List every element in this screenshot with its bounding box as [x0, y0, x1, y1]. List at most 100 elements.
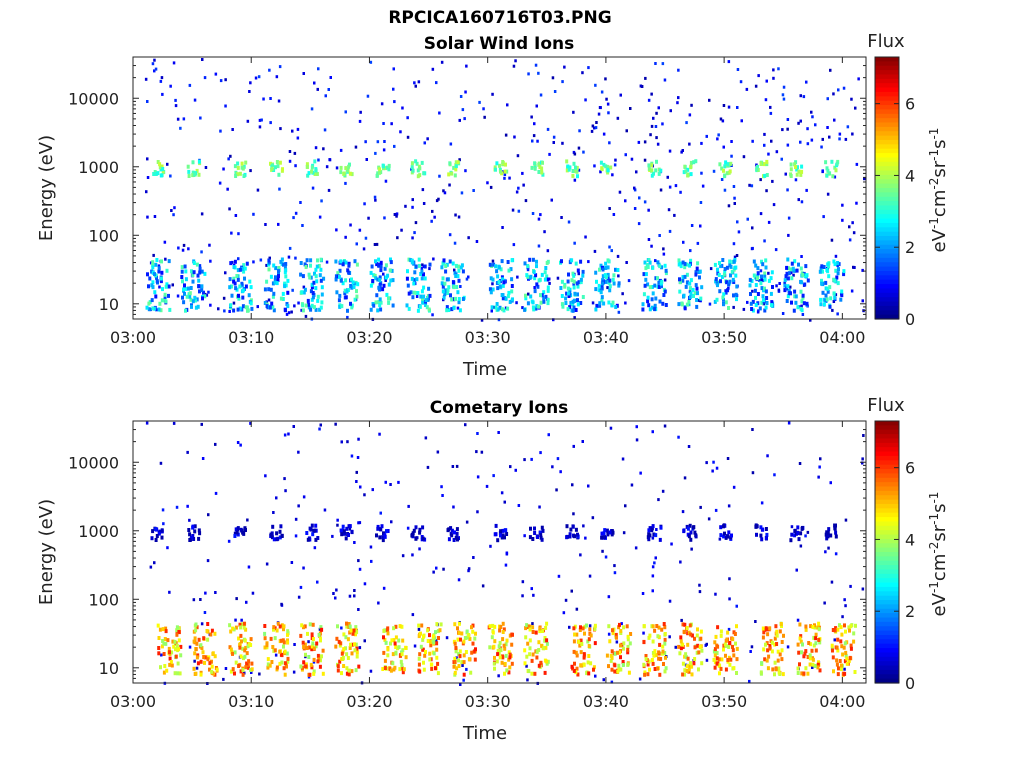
colorbar-segment	[875, 166, 899, 172]
heatmap-cell	[789, 291, 792, 296]
heatmap-cell	[571, 308, 575, 313]
heatmap-cell	[763, 173, 767, 178]
colorbar-segment	[875, 534, 899, 540]
heatmap-cell	[730, 269, 734, 274]
heatmap-cell	[682, 170, 686, 175]
heatmap-cell	[456, 626, 459, 631]
heatmap-cell	[457, 630, 461, 635]
heatmap-cell	[685, 262, 689, 267]
heatmap-cell	[442, 258, 446, 263]
heatmap-cell	[156, 171, 160, 176]
heatmap-cell	[641, 307, 645, 312]
heatmap-cell	[411, 295, 415, 300]
noise-cell	[758, 279, 761, 282]
heatmap-cell	[454, 274, 458, 278]
noise-cell	[777, 288, 781, 292]
heatmap-cell	[731, 644, 734, 649]
heatmap-cell	[457, 278, 461, 283]
heatmap-cell	[322, 276, 326, 281]
noise-cell	[451, 465, 455, 468]
heatmap-cell	[187, 286, 190, 291]
heatmap-cell	[173, 639, 177, 644]
heatmap-cell	[843, 641, 847, 646]
heatmap-cell	[170, 650, 174, 655]
heatmap-cell	[491, 630, 495, 635]
heatmap-cell	[678, 651, 682, 656]
noise-cell	[357, 559, 360, 563]
heatmap-cell	[310, 297, 314, 302]
heatmap-cell	[533, 166, 537, 171]
noise-cell	[629, 107, 632, 110]
heatmap-cell	[461, 269, 465, 274]
heatmap-cell	[700, 661, 704, 666]
heatmap-cell	[601, 274, 605, 279]
noise-cell	[778, 282, 781, 285]
heatmap-cell	[452, 664, 456, 669]
heatmap-cell	[382, 635, 385, 640]
noise-cell	[841, 218, 844, 222]
heatmap-cell	[523, 648, 527, 653]
noise-cell	[624, 153, 627, 157]
heatmap-cell	[345, 621, 348, 626]
heatmap-cell	[545, 659, 549, 664]
heatmap-cell	[717, 657, 721, 662]
heatmap-cell	[581, 273, 585, 278]
heatmap-cell	[593, 641, 597, 646]
heatmap-cell	[420, 623, 424, 628]
heatmap-cell	[689, 172, 693, 177]
heatmap-cell	[151, 260, 155, 265]
heatmap-cell	[343, 531, 346, 536]
noise-cell	[717, 133, 720, 137]
heatmap-cell	[617, 667, 621, 672]
heatmap-cell	[424, 650, 427, 654]
heatmap-cell	[175, 632, 179, 637]
heatmap-cell	[524, 626, 528, 631]
heatmap-cell	[241, 668, 245, 672]
heatmap-cell	[162, 652, 166, 656]
heatmap-cell	[844, 629, 847, 634]
heatmap-cell	[167, 293, 170, 298]
noise-cell	[571, 483, 574, 487]
noise-cell	[411, 553, 414, 557]
heatmap-cell	[609, 653, 613, 658]
noise-cell	[443, 191, 447, 195]
heatmap-cell	[303, 287, 307, 292]
heatmap-cell	[679, 635, 683, 640]
heatmap-cell	[801, 272, 805, 277]
noise-cell	[621, 292, 624, 296]
noise-cell	[579, 553, 582, 557]
noise-cell	[317, 158, 320, 162]
noise-cell	[862, 434, 865, 437]
heatmap-cell	[576, 298, 579, 303]
heatmap-cell	[726, 162, 730, 167]
heatmap-cell	[568, 305, 572, 310]
noise-cell	[205, 293, 209, 297]
noise-cell	[796, 618, 800, 622]
heatmap-cell	[785, 286, 789, 291]
heatmap-cell	[389, 278, 393, 283]
heatmap-cell	[319, 625, 323, 630]
noise-cell	[607, 595, 611, 599]
heatmap-cell	[765, 532, 769, 537]
heatmap-cell	[685, 664, 689, 669]
noise-cell	[164, 257, 167, 261]
noise-cell	[850, 289, 854, 293]
noise-cell	[635, 170, 638, 174]
heatmap-cell	[153, 290, 157, 295]
heatmap-cell	[663, 651, 667, 655]
heatmap-cell	[370, 264, 374, 269]
noise-cell	[608, 141, 611, 145]
noise-cell	[293, 304, 296, 308]
heatmap-cell	[571, 524, 575, 529]
heatmap-cell	[622, 625, 626, 630]
noise-cell	[522, 183, 525, 187]
heatmap-cell	[347, 270, 351, 275]
heatmap-cell	[790, 300, 793, 305]
heatmap-cell	[566, 279, 570, 284]
noise-cell	[257, 75, 261, 79]
noise-cell	[461, 664, 464, 667]
noise-cell	[811, 666, 814, 669]
heatmap-cell	[453, 641, 457, 646]
heatmap-cell	[306, 173, 310, 178]
heatmap-cell	[238, 306, 242, 311]
